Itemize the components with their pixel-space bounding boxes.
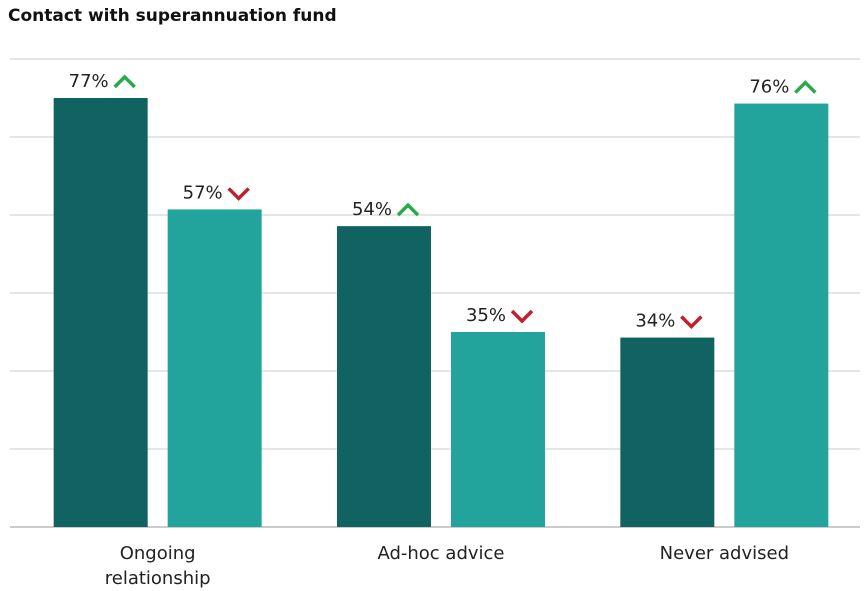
trend-arrow	[113, 74, 136, 89]
x-tick-label: Never advised	[659, 543, 790, 564]
trend-arrow	[510, 309, 534, 324]
data-label: 54%	[352, 199, 392, 220]
trend-arrow	[227, 187, 250, 201]
bar	[734, 103, 829, 528]
trend-arrow	[396, 202, 420, 217]
data-label: 35%	[466, 305, 506, 326]
trend-arrow	[794, 80, 817, 94]
trend-arrow	[680, 315, 703, 330]
bar	[167, 209, 262, 527]
data-label: 57%	[183, 182, 223, 203]
x-tick-label: Ongoing relationship	[104, 543, 211, 589]
bar	[337, 226, 431, 527]
x-tick-label: Ad-hoc advice	[377, 543, 505, 564]
bar	[620, 337, 715, 527]
bar	[451, 332, 545, 527]
chart-title: Contact with superannuation fund	[8, 6, 337, 26]
data-label: 77%	[69, 71, 109, 92]
bar	[53, 98, 148, 527]
data-label: 34%	[635, 311, 675, 332]
data-label: 76%	[749, 77, 789, 98]
